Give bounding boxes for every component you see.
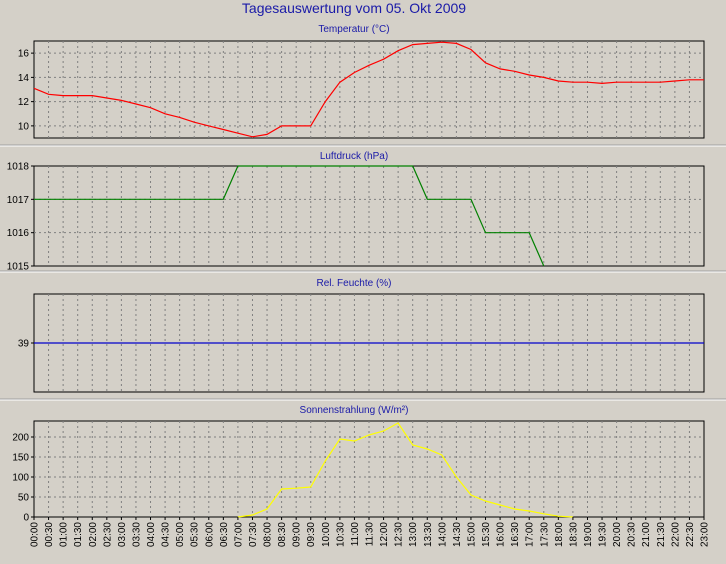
x-tick-label: 12:00 — [379, 522, 390, 547]
x-tick-label: 22:30 — [685, 522, 696, 547]
x-tick-label: 23:00 — [700, 522, 711, 547]
x-tick-label: 01:30 — [73, 522, 84, 547]
series-line — [34, 165, 545, 267]
plot-area — [33, 40, 705, 139]
y-tick-label: 150 — [12, 453, 29, 464]
panel-2: Luftdruck (hPa) 1015 1016 1017 1018 — [0, 151, 726, 273]
x-tick-label: 13:30 — [423, 522, 434, 547]
x-tick-label: 12:30 — [394, 522, 405, 547]
x-tick-label: 08:30 — [277, 522, 288, 547]
y-tick-label: 100 — [12, 473, 29, 484]
x-tick-label: 15:30 — [481, 522, 492, 547]
x-tick-label: 10:30 — [335, 522, 346, 547]
x-tick-label: 05:30 — [190, 522, 201, 547]
x-tick-label: 21:30 — [656, 522, 667, 547]
x-tick-label: 20:30 — [627, 522, 638, 547]
y-tick-label: 14 — [18, 73, 30, 84]
x-tick-label: 18:30 — [568, 522, 579, 547]
y-tick-label: 39 — [18, 339, 30, 350]
x-tick-label: 07:00 — [233, 522, 244, 547]
y-tick-label: 1016 — [7, 228, 30, 239]
y-tick-label: 1017 — [7, 195, 30, 206]
x-tick-label: 05:00 — [175, 522, 186, 547]
x-tick-label: 14:30 — [452, 522, 463, 547]
panel-4: Sonnenstrahlung (W/m²) 0 50 100 150 200 — [12, 405, 705, 524]
x-tick-label: 21:00 — [641, 522, 652, 547]
panel-3: Rel. Feuchte (%) 39 — [0, 278, 726, 401]
x-tick-label: 14:00 — [437, 522, 448, 547]
chart-title: Tagesauswertung vom 05. Okt 2009 — [242, 0, 466, 16]
x-tick-label: 19:00 — [583, 522, 594, 547]
x-tick-label: 04:00 — [146, 522, 157, 547]
x-tick-label: 01:00 — [59, 522, 70, 547]
x-tick-label: 16:30 — [510, 522, 521, 547]
x-tick-label: 11:00 — [350, 522, 361, 547]
x-tick-label: 13:00 — [408, 522, 419, 547]
y-tick-label: 16 — [18, 49, 30, 60]
panel-title: Rel. Feuchte (%) — [316, 278, 391, 289]
x-tick-label: 11:30 — [365, 522, 376, 547]
y-tick-label: 10 — [18, 121, 30, 132]
x-tick-label: 16:00 — [496, 522, 507, 547]
series-line — [237, 422, 573, 518]
x-tick-label: 02:30 — [102, 522, 113, 547]
x-axis: 00:00 00:30 01:00 01:30 02:00 02:30 03:00 03:30… — [30, 517, 711, 547]
y-tick-label: 1018 — [7, 162, 30, 173]
series-line — [33, 41, 704, 138]
x-tick-label: 18:00 — [554, 522, 565, 547]
x-tick-label: 17:00 — [525, 522, 536, 547]
chart-panels: Temperatur (°C) 10 12 14 16 Luftdruck (hPa) 10… — [0, 24, 726, 524]
x-tick-label: 15:00 — [467, 522, 478, 547]
x-tick-label: 00:00 — [30, 522, 41, 547]
x-tick-label: 09:30 — [306, 522, 317, 547]
x-tick-label: 04:30 — [161, 522, 172, 547]
x-tick-label: 03:30 — [132, 522, 143, 547]
y-tick-label: 1015 — [7, 262, 30, 273]
y-tick-label: 50 — [18, 493, 30, 504]
x-tick-label: 09:00 — [292, 522, 303, 547]
x-tick-label: 22:00 — [670, 522, 681, 547]
panel-title: Sonnenstrahlung (W/m²) — [300, 405, 409, 416]
x-tick-label: 06:30 — [219, 522, 230, 547]
panel-title: Temperatur (°C) — [318, 24, 389, 35]
x-tick-label: 03:00 — [117, 522, 128, 547]
x-tick-label: 20:00 — [612, 522, 623, 547]
x-tick-label: 10:00 — [321, 522, 332, 547]
x-tick-label: 02:00 — [88, 522, 99, 547]
x-tick-label: 06:00 — [204, 522, 215, 547]
x-tick-label: 07:30 — [248, 522, 259, 547]
panel-title: Luftdruck (hPa) — [320, 151, 388, 162]
y-tick-label: 12 — [18, 97, 30, 108]
panel-1: Temperatur (°C) 10 12 14 16 — [0, 24, 726, 147]
x-tick-label: 00:30 — [44, 522, 55, 547]
x-tick-label: 17:30 — [539, 522, 550, 547]
y-tick-label: 0 — [23, 513, 29, 524]
x-tick-label: 19:30 — [598, 522, 609, 547]
x-tick-label: 08:00 — [263, 522, 274, 547]
y-tick-label: 200 — [12, 433, 29, 444]
